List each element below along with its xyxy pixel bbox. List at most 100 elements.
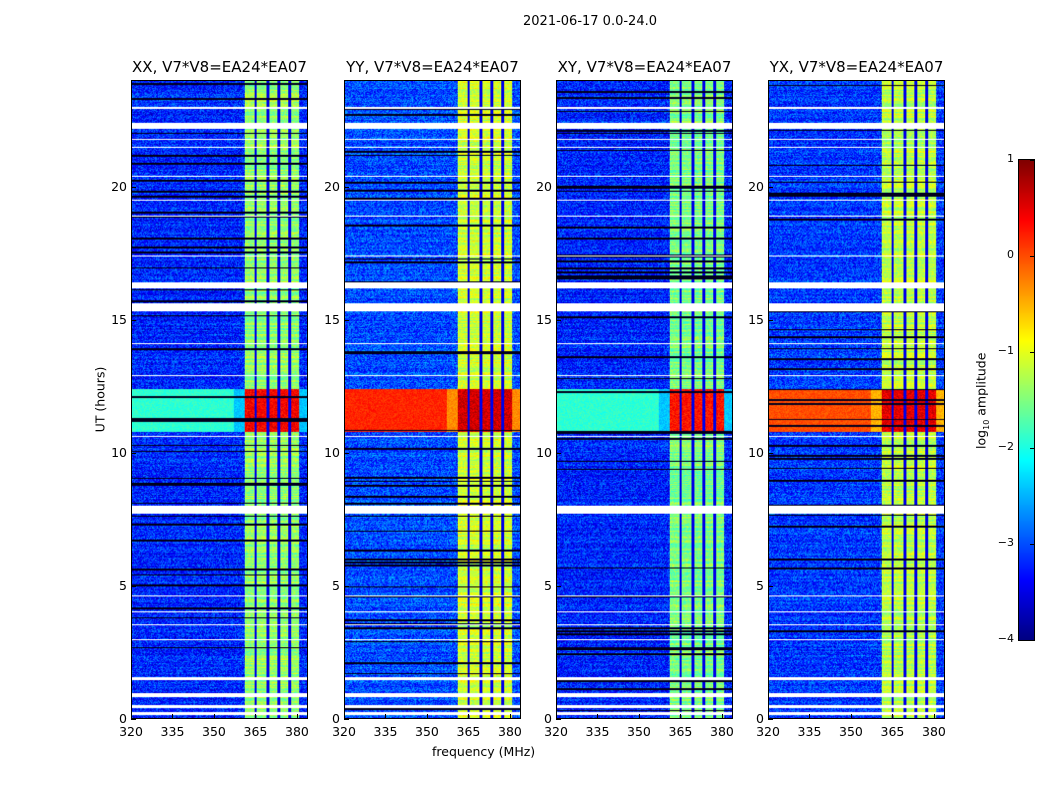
y-tick (131, 452, 136, 454)
y-tick (768, 186, 773, 188)
x-tick (426, 714, 428, 719)
x-tick-label: 380 (498, 724, 522, 739)
y-tick-label: 10 (324, 444, 340, 460)
y-tick-label: 0 (544, 711, 552, 726)
x-tick-label: 365 (456, 724, 481, 739)
heatmap-image (132, 81, 307, 718)
panel-title: YX, V7*V8=EA24*EA07 (769, 58, 944, 76)
x-tick (556, 714, 557, 719)
panel-title: YY, V7*V8=EA24*EA07 (346, 58, 519, 76)
y-tick (768, 585, 773, 587)
x-tick-label: 350 (415, 724, 439, 739)
x-tick (172, 714, 174, 719)
x-tick (344, 714, 345, 719)
colorbar-tick (1030, 160, 1035, 161)
x-tick (721, 714, 723, 719)
y-tick (556, 719, 561, 720)
colorbar-tick-label: −2 (997, 440, 1014, 453)
x-tick-label: 320 (756, 724, 780, 739)
colorbar (1018, 159, 1035, 641)
x-tick (468, 714, 470, 719)
x-tick-label: 380 (710, 724, 734, 739)
y-tick-label: 5 (756, 577, 764, 593)
y-tick (556, 452, 561, 454)
colorbar-tick (1030, 352, 1035, 353)
x-tick-label: 335 (160, 724, 185, 739)
x-tick-label: 380 (285, 724, 309, 739)
y-tick (344, 719, 349, 720)
y-tick (131, 585, 136, 587)
x-tick (509, 714, 511, 719)
x-tick (296, 714, 298, 719)
x-axis-label: frequency (MHz) (432, 744, 536, 759)
x-tick-label: 380 (922, 724, 946, 739)
y-tick (131, 319, 136, 321)
x-tick (131, 714, 132, 719)
x-tick-label: 335 (373, 724, 398, 739)
y-tick (344, 319, 349, 321)
colorbar-tick-label: −3 (997, 536, 1014, 549)
x-tick (768, 714, 769, 719)
y-tick-label: 15 (748, 311, 764, 327)
y-axis-label: UT (hours) (92, 366, 108, 433)
heatmap-image (557, 81, 732, 718)
figure-title: 2021-06-17 0.0-24.0 (523, 14, 657, 29)
y-tick (131, 186, 136, 188)
y-tick-label: 15 (111, 311, 127, 327)
y-tick-label: 0 (756, 711, 764, 726)
colorbar-tick (1030, 544, 1035, 545)
colorbar-tick (1030, 640, 1035, 641)
x-tick-label: 365 (880, 724, 905, 739)
y-tick-label: 20 (324, 178, 340, 194)
heatmap-panel-0 (131, 80, 308, 719)
x-tick-label: 320 (119, 724, 143, 739)
x-tick (385, 714, 387, 719)
panel-title: XX, V7*V8=EA24*EA07 (132, 58, 307, 76)
y-tick (556, 319, 561, 321)
y-tick-label: 5 (332, 577, 340, 593)
y-tick-label: 20 (536, 178, 552, 194)
x-tick (850, 714, 852, 719)
x-tick (638, 714, 640, 719)
colorbar-tick-label: 0 (1007, 248, 1014, 261)
y-tick-label: 20 (748, 178, 764, 194)
y-tick-label: 10 (536, 444, 552, 460)
x-tick-label: 335 (797, 724, 822, 739)
y-tick-label: 15 (536, 311, 552, 327)
x-tick-label: 365 (668, 724, 693, 739)
x-tick-label: 350 (839, 724, 863, 739)
y-tick-label: 10 (748, 444, 764, 460)
x-tick (597, 714, 599, 719)
heatmap-panel-2 (556, 80, 733, 719)
x-tick-label: 320 (332, 724, 356, 739)
x-tick (933, 714, 935, 719)
heatmap-panel-1 (344, 80, 521, 719)
y-tick-label: 10 (111, 444, 127, 460)
x-tick (680, 714, 682, 719)
colorbar-tick (1030, 256, 1035, 257)
y-tick-label: 5 (544, 577, 552, 593)
colorbar-tick (1030, 448, 1035, 449)
x-tick-label: 350 (202, 724, 226, 739)
colorbar-tick-label: −1 (997, 344, 1014, 357)
y-tick (344, 186, 349, 188)
y-tick (768, 719, 773, 720)
colorbar-tick-label: −4 (997, 632, 1014, 645)
x-tick (892, 714, 894, 719)
heatmap-image (769, 81, 944, 718)
x-tick (809, 714, 811, 719)
y-tick (556, 585, 561, 587)
y-tick (131, 719, 136, 720)
y-tick-label: 0 (119, 711, 127, 726)
colorbar-label-suffix: amplitude (973, 352, 989, 420)
y-tick-label: 5 (119, 577, 127, 593)
panel-title: XY, V7*V8=EA24*EA07 (557, 58, 732, 76)
colorbar-label-sub: 10 (981, 419, 991, 430)
y-tick (768, 319, 773, 321)
y-tick-label: 15 (324, 311, 340, 327)
colorbar-tick-label: 1 (1007, 152, 1014, 165)
x-tick-label: 335 (585, 724, 610, 739)
y-tick-label: 20 (111, 178, 127, 194)
x-tick-label: 350 (627, 724, 651, 739)
